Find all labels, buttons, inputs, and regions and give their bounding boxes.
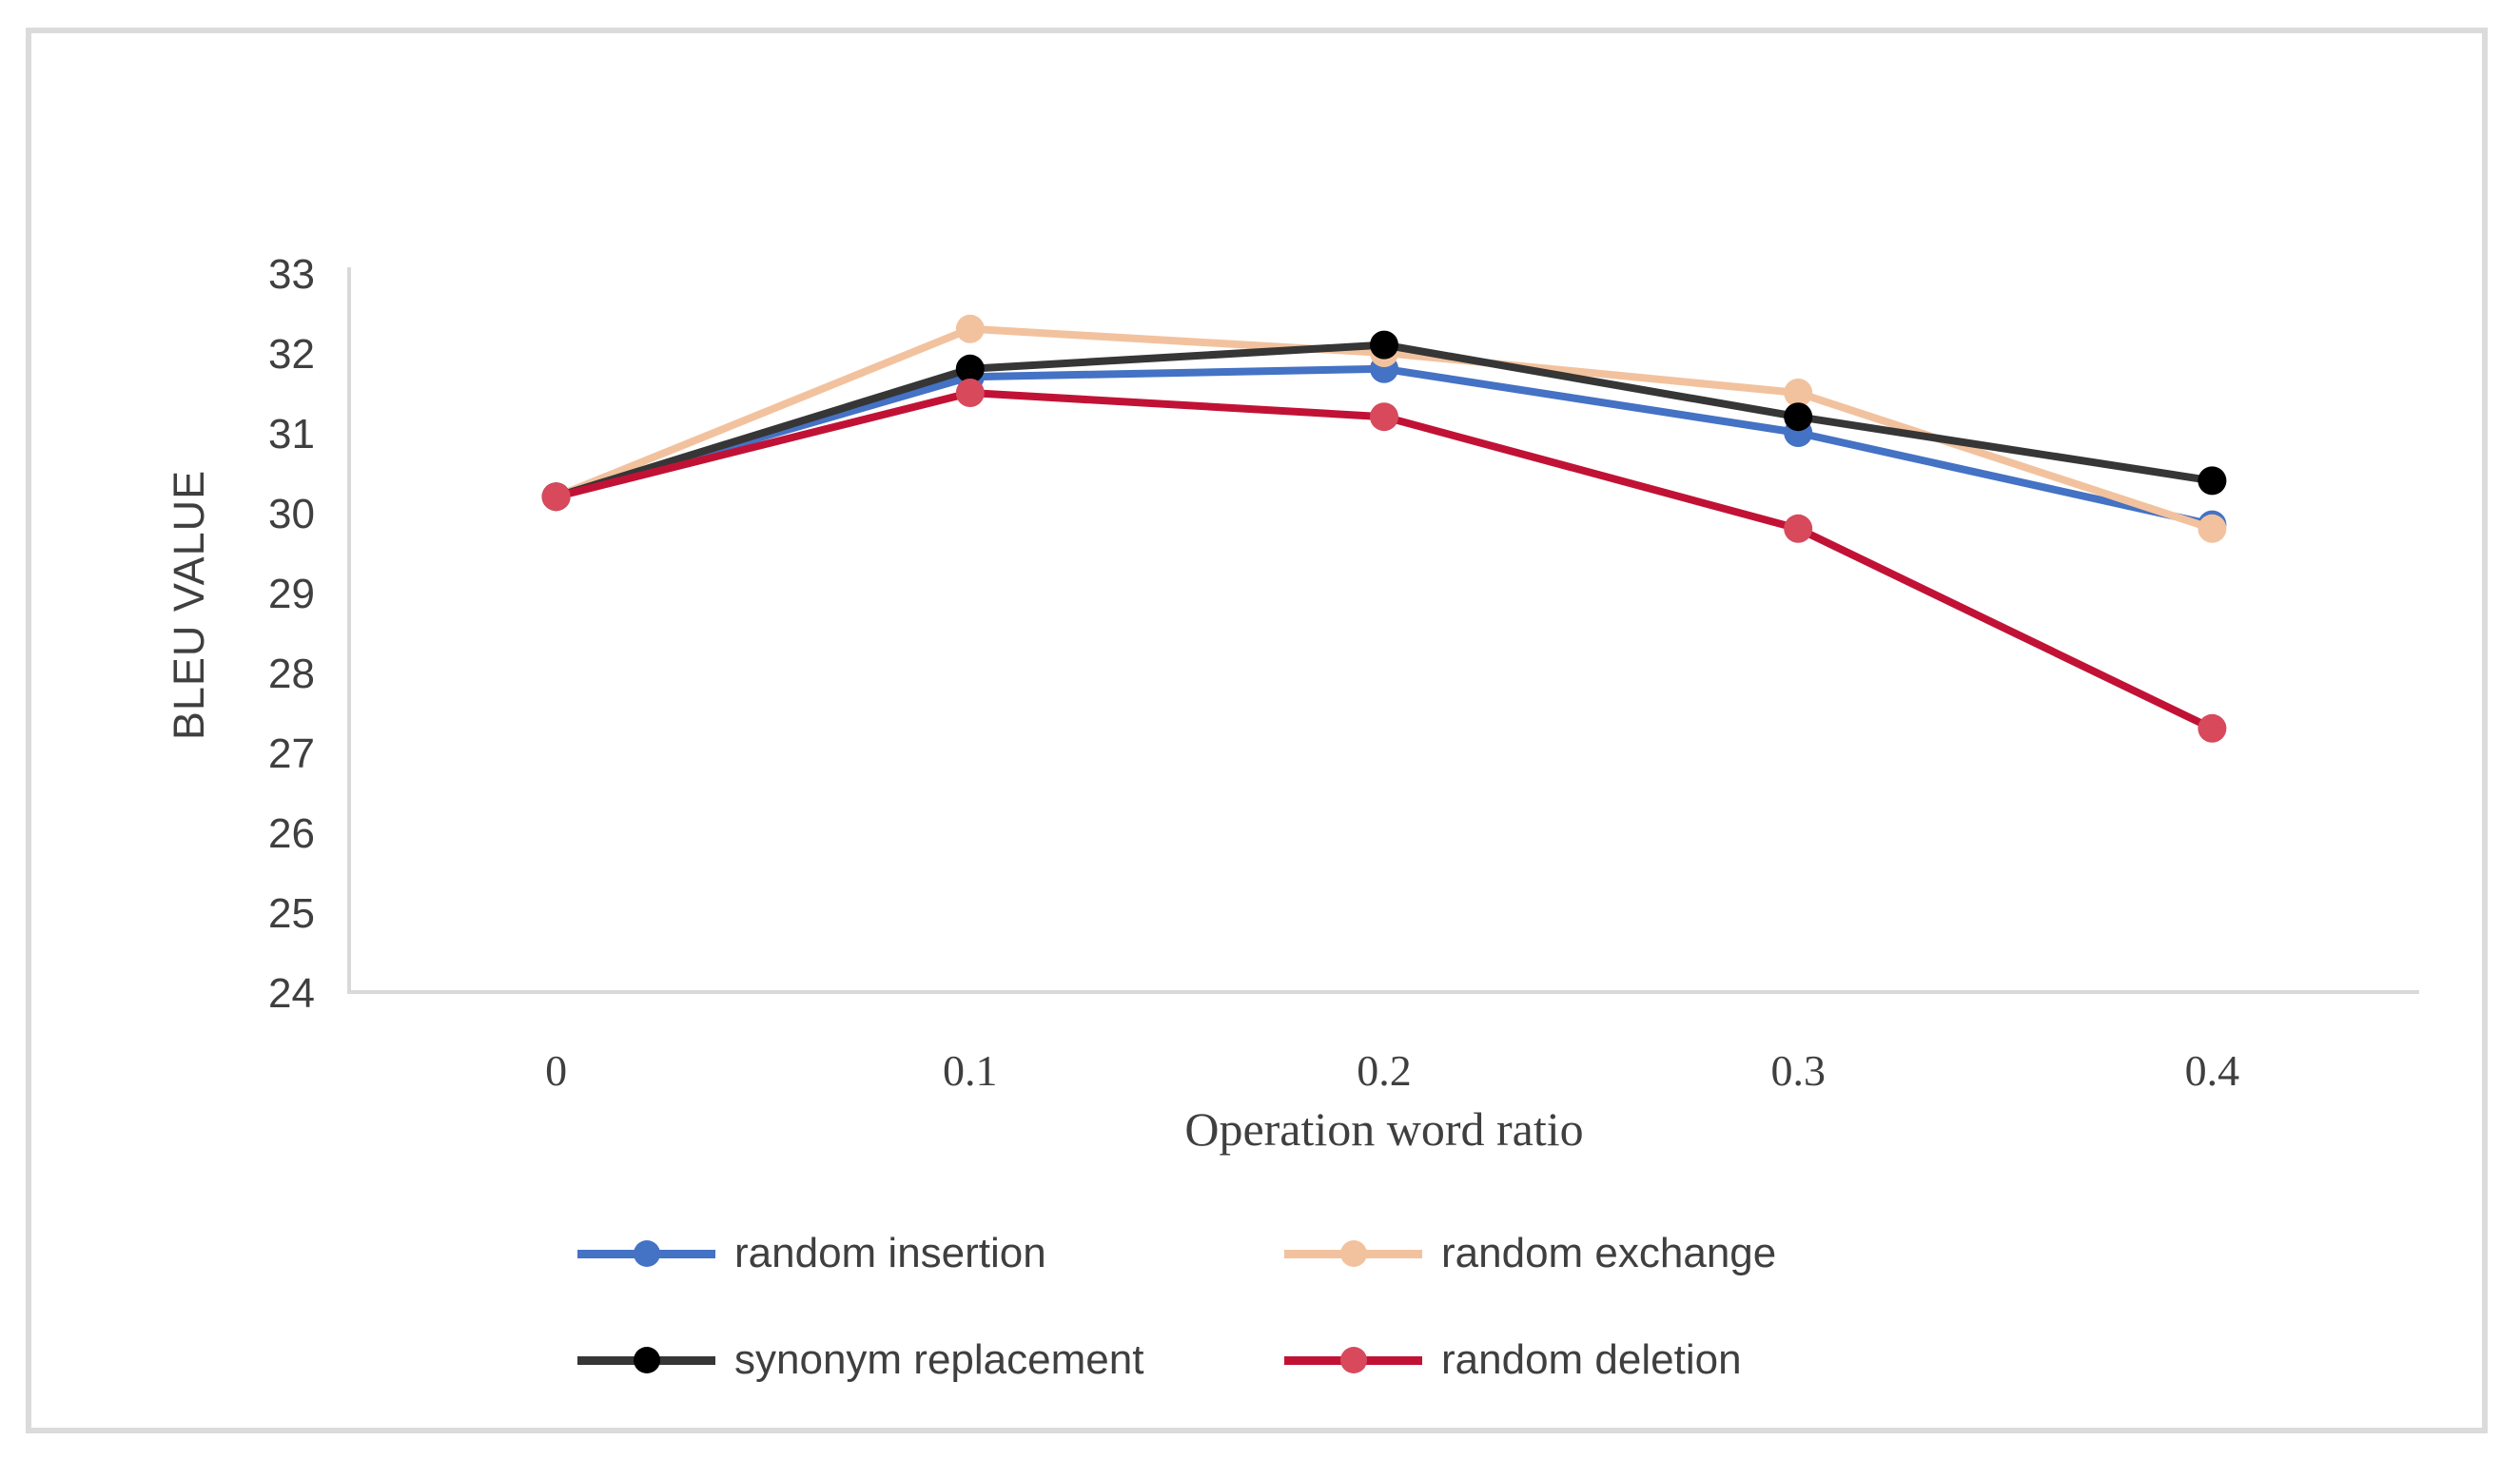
y-tick-label-24: 24 (268, 970, 315, 1017)
x-tick-label-0.1: 0.1 (943, 1046, 998, 1095)
x-tick-label-0: 0 (545, 1046, 567, 1095)
x-tick-label-0.2: 0.2 (1357, 1046, 1412, 1095)
data-point-random-exchange-0.4 (2198, 514, 2227, 543)
figure-border (26, 28, 2488, 1433)
y-tick-label-27: 27 (268, 730, 315, 777)
legend-swatch-line-marker-icon (577, 1220, 715, 1287)
data-point-synonym-replacement-0.3 (1784, 402, 1813, 432)
data-point-synonym-replacement-0.4 (2198, 466, 2227, 496)
legend-item-random-exchange: random exchange (1284, 1220, 1776, 1287)
data-point-random-exchange-0.3 (1784, 379, 1813, 407)
legend-swatch-line-marker-icon (577, 1327, 715, 1393)
data-point-random-deletion-0.4 (2198, 713, 2227, 743)
axis-lines (347, 267, 2419, 994)
y-tick-label-28: 28 (268, 651, 315, 697)
legend-dot-icon (634, 1240, 660, 1267)
x-axis-title: Operation word ratio (1184, 1102, 1584, 1156)
data-point-random-exchange-0.1 (955, 314, 985, 343)
legend-dot-icon (1340, 1347, 1367, 1373)
y-axis-title: BLEU VALUE (165, 469, 213, 741)
data-point-random-deletion-0 (541, 482, 571, 512)
y-tick-label-25: 25 (268, 890, 315, 937)
data-point-synonym-replacement-0.1 (955, 354, 985, 383)
data-point-random-deletion-0.1 (955, 379, 985, 407)
y-tick-label-31: 31 (268, 411, 315, 457)
data-point-random-deletion-0.2 (1370, 402, 1398, 432)
data-point-synonym-replacement-0.2 (1370, 330, 1398, 360)
data-point-random-deletion-0.3 (1784, 514, 1813, 543)
legend-label: random insertion (734, 1230, 1046, 1276)
y-tick-label-32: 32 (268, 331, 315, 378)
legend-label: synonym replacement (734, 1336, 1144, 1383)
legend-swatch-line-marker-icon (1284, 1220, 1422, 1287)
legend-dot-icon (1340, 1240, 1367, 1267)
legend-swatch-line-marker-icon (1284, 1327, 1422, 1393)
legend-label: random exchange (1441, 1230, 1777, 1276)
x-tick-label-0.3: 0.3 (1770, 1046, 1826, 1095)
legend-item-random-insertion: random insertion (577, 1220, 1046, 1287)
y-tick-label-33: 33 (268, 251, 315, 298)
legend-label: random deletion (1441, 1336, 1742, 1383)
y-tick-label-26: 26 (268, 810, 315, 857)
legend-dot-icon (634, 1347, 660, 1373)
y-tick-label-29: 29 (268, 571, 315, 617)
y-tick-label-30: 30 (268, 491, 315, 537)
legend-item-random-deletion: random deletion (1284, 1327, 1742, 1393)
x-tick-label-0.4: 0.4 (2185, 1046, 2240, 1095)
legend-item-synonym-replacement: synonym replacement (577, 1327, 1143, 1393)
